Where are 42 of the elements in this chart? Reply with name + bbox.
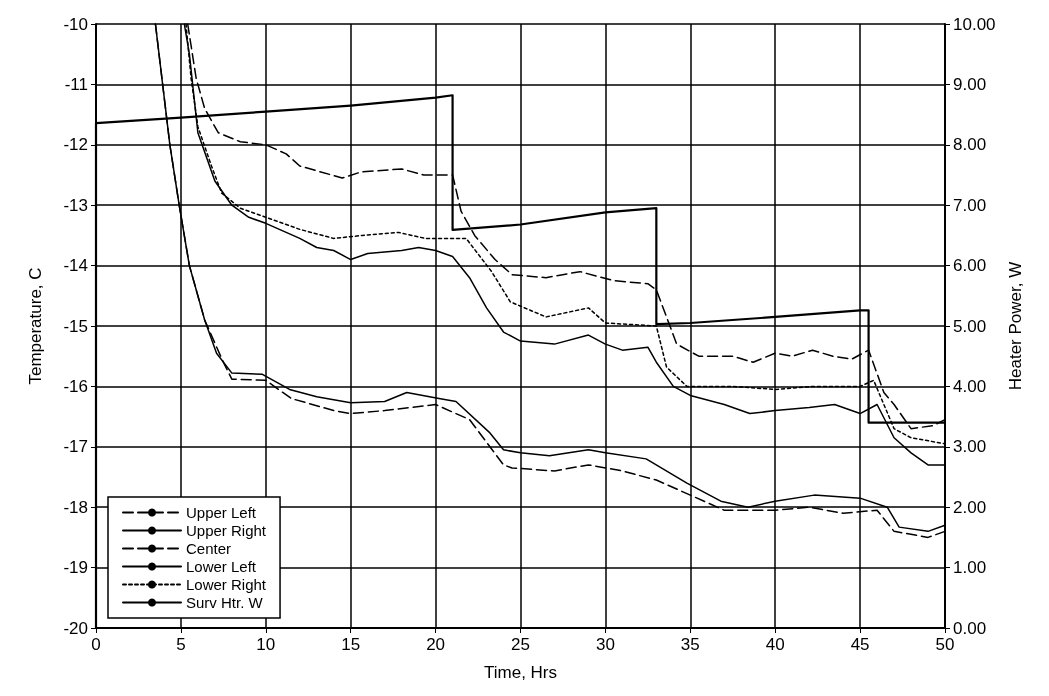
y-tick-label: -19 [63,558,88,578]
y2-tick-label: 10.00 [953,14,996,34]
y2-axis-title: Heater Power, W [1006,261,1025,391]
y2-tick-label: 7.00 [953,195,987,215]
y-tick-label: -20 [63,618,88,638]
y-tick-label: -18 [63,497,88,517]
x-tick-label: 45 [850,635,870,654]
x-tick-label: 20 [426,635,446,654]
x-tick-label: 25 [511,635,530,654]
y2-tick-label: 6.00 [953,256,987,276]
y2-tick-label: 2.00 [953,497,987,517]
legend-label: Center [186,540,232,557]
y2-tick-label: 5.00 [953,316,987,336]
y-tick-label: -15 [63,316,88,336]
x-tick-label: 10 [256,635,276,654]
x-tick-label: 30 [595,635,615,654]
y-tick-label: -17 [63,437,88,457]
y2-tick-label: 4.00 [953,376,987,396]
x-tick-label: 35 [680,635,700,654]
x-tick-label: 5 [176,635,186,654]
legend-label: Upper Right [186,522,267,539]
y2-tick-label: 3.00 [953,437,987,457]
y-tick-label: -10 [63,14,88,34]
y2-tick-label: 0.00 [953,618,987,638]
y2-tick-label: 9.00 [953,74,987,94]
y-tick-label: -16 [63,376,88,396]
y-tick-label: -12 [63,135,88,155]
legend-label: Lower Right [186,576,267,593]
y-tick-label: -13 [63,195,88,215]
y2-tick-label: 1.00 [953,558,987,578]
x-tick-label: 40 [765,635,785,654]
y2-tick-label: 8.00 [953,135,987,155]
y-tick-label: -14 [63,256,88,276]
x-tick-label: 50 [935,635,955,654]
x-tick-label: 0 [91,635,101,654]
legend-label: Upper Left [186,504,257,521]
legend-label: Surv Htr. W [186,594,264,611]
y-axis-title: Temperature, C [26,267,45,385]
y-tick-label: -11 [64,74,88,94]
legend-label: Lower Left [186,558,257,575]
x-axis-title: Time, Hrs [483,663,558,682]
x-tick-label: 15 [341,635,361,654]
